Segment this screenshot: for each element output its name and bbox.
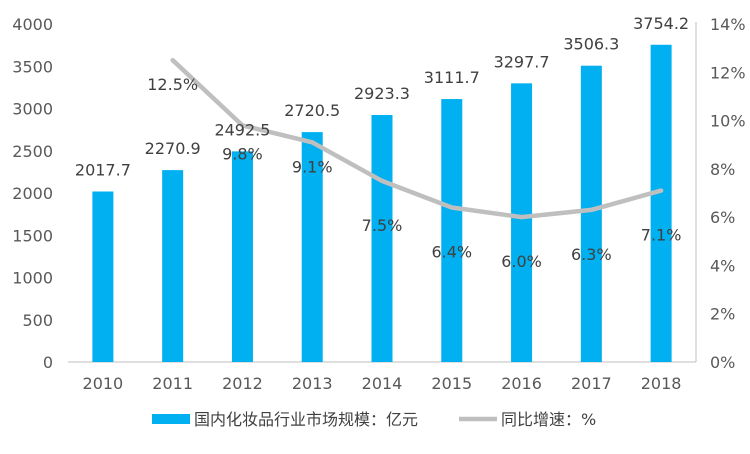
growth-rate-line <box>170 57 664 220</box>
bar-data-label: 2017.7 <box>75 161 131 180</box>
bar-data-label: 3111.7 <box>424 68 480 87</box>
y-left-tick-label: 3500 <box>12 57 53 76</box>
line-data-label: 7.5% <box>362 216 403 235</box>
y-left-tick-label: 1000 <box>12 269 53 288</box>
x-tick-label: 2016 <box>501 374 542 393</box>
bar-data-label: 3506.3 <box>563 35 619 54</box>
x-tick-label: 2013 <box>292 374 333 393</box>
x-tick-label: 2010 <box>83 374 124 393</box>
bar-data-label: 2923.3 <box>354 84 410 103</box>
labels-layer: 2017.7 2270.9 2492.5 2720.5 2923.3 3111.7 3297… <box>75 14 689 271</box>
bar <box>580 65 602 362</box>
bar <box>92 191 114 362</box>
y-left-tick-label: 1500 <box>12 226 53 245</box>
y-left-tick-label: 500 <box>22 311 53 330</box>
line-data-label: 9.8% <box>222 144 263 163</box>
x-tick-label: 2018 <box>641 374 682 393</box>
y-right-tick-label: 4% <box>710 256 735 275</box>
x-tick-label: 2014 <box>362 374 403 393</box>
bars-layer <box>92 44 672 363</box>
legend-label-bar: 国内化妆品行业市场规模：亿元 <box>194 410 418 429</box>
line-data-label: 6.0% <box>501 252 542 271</box>
y-left-tick-label: 3000 <box>12 100 53 119</box>
y-left-tick-label: 0 <box>43 353 53 372</box>
bar <box>511 83 533 362</box>
y-right-tick-label: 8% <box>710 160 735 179</box>
x-tick-label: 2017 <box>571 374 612 393</box>
y-right-tick-label: 0% <box>710 353 735 372</box>
line-data-label: 6.4% <box>431 242 472 261</box>
bar-data-label: 3297.7 <box>494 52 550 71</box>
y-right-tick-label: 6% <box>710 208 735 227</box>
y-right-tick-label: 10% <box>710 112 746 131</box>
x-tick-label: 2011 <box>152 374 193 393</box>
bar-data-label: 2720.5 <box>284 101 340 120</box>
bar <box>371 114 393 363</box>
bar-data-label: 2270.9 <box>145 139 201 158</box>
y-right-tick-label: 2% <box>710 305 735 324</box>
line-data-label: 7.1% <box>641 226 682 245</box>
legend-label-line: 同比增速：% <box>501 410 596 429</box>
legend: 国内化妆品行业市场规模：亿元 同比增速：% <box>152 410 596 429</box>
x-tick-label: 2015 <box>431 374 472 393</box>
x-tick-label: 2012 <box>222 374 263 393</box>
line-data-label: 9.1% <box>292 157 333 176</box>
y-right-tick-label: 14% <box>710 15 746 34</box>
line-data-label: 12.5% <box>147 75 198 94</box>
bar-data-label: 2492.5 <box>214 120 270 139</box>
y-left-tick-label: 4000 <box>12 15 53 34</box>
bar <box>441 99 463 363</box>
legend-swatch-bar <box>152 414 190 424</box>
bar <box>162 170 184 362</box>
bar <box>301 132 323 362</box>
y-left-tick-label: 2500 <box>12 142 53 161</box>
y-right-tick-label: 12% <box>710 63 746 82</box>
bar-data-label: 3754.2 <box>633 14 689 33</box>
bar <box>650 44 672 362</box>
axes-layer: 0 500 1000 1500 2000 2500 3000 3500 4000 0% 2% 4% 6%… <box>12 15 745 393</box>
bar <box>231 151 253 362</box>
line-layer <box>170 57 664 220</box>
y-left-tick-label: 2000 <box>12 184 53 203</box>
line-data-label: 6.3% <box>571 245 612 264</box>
